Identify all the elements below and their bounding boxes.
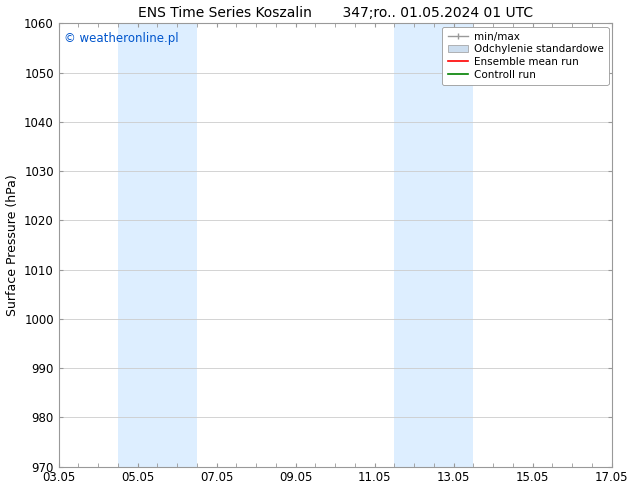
Bar xyxy=(118,24,197,466)
Legend: min/max, Odchylenie standardowe, Ensemble mean run, Controll run: min/max, Odchylenie standardowe, Ensembl… xyxy=(443,26,609,85)
Title: ENS Time Series Koszalin       347;ro.. 01.05.2024 01 UTC: ENS Time Series Koszalin 347;ro.. 01.05.… xyxy=(138,5,533,20)
Bar xyxy=(394,24,474,466)
Text: © weatheronline.pl: © weatheronline.pl xyxy=(64,32,179,46)
Y-axis label: Surface Pressure (hPa): Surface Pressure (hPa) xyxy=(6,174,18,316)
